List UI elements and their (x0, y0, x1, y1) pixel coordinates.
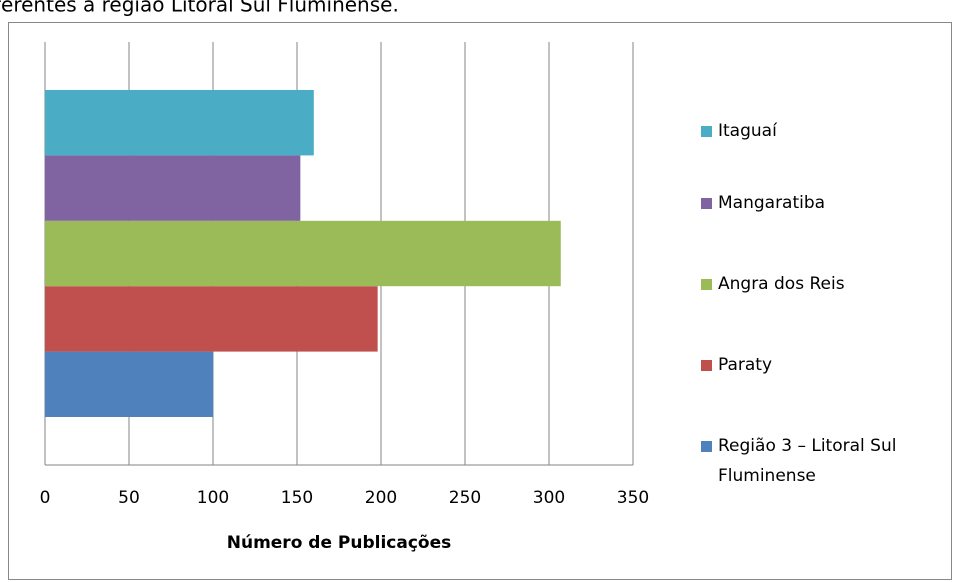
legend-label: Mangaratiba (718, 193, 826, 213)
bar (45, 351, 213, 417)
bar (45, 90, 314, 156)
x-tick-label: 200 (365, 488, 397, 508)
x-tick-label: 0 (40, 488, 51, 508)
x-tick-label: 250 (449, 488, 481, 508)
x-axis-title: Número de Publicações (227, 533, 452, 553)
legend-swatch (701, 279, 712, 290)
x-tick-label: 300 (533, 488, 565, 508)
bar (45, 220, 561, 287)
x-tick-label: 350 (617, 488, 649, 508)
legend-swatch (701, 360, 712, 371)
caption: ferentes à região Litoral Sul Fluminense… (0, 0, 399, 17)
x-tick-label: 50 (118, 488, 140, 508)
legend-label: Angra dos Reis (718, 274, 845, 294)
legend-swatch (701, 198, 712, 209)
legend-swatch (701, 441, 712, 452)
legend-label: Paraty (718, 355, 773, 375)
x-tick-label: 150 (281, 488, 313, 508)
bar (45, 155, 301, 221)
bar (45, 286, 378, 352)
legend-label: Região 3 – Litoral Sul Fluminense (718, 436, 897, 486)
x-tick-label: 100 (197, 488, 229, 508)
legend-swatch (701, 126, 712, 137)
legend-label: Itaguaí (718, 121, 777, 141)
